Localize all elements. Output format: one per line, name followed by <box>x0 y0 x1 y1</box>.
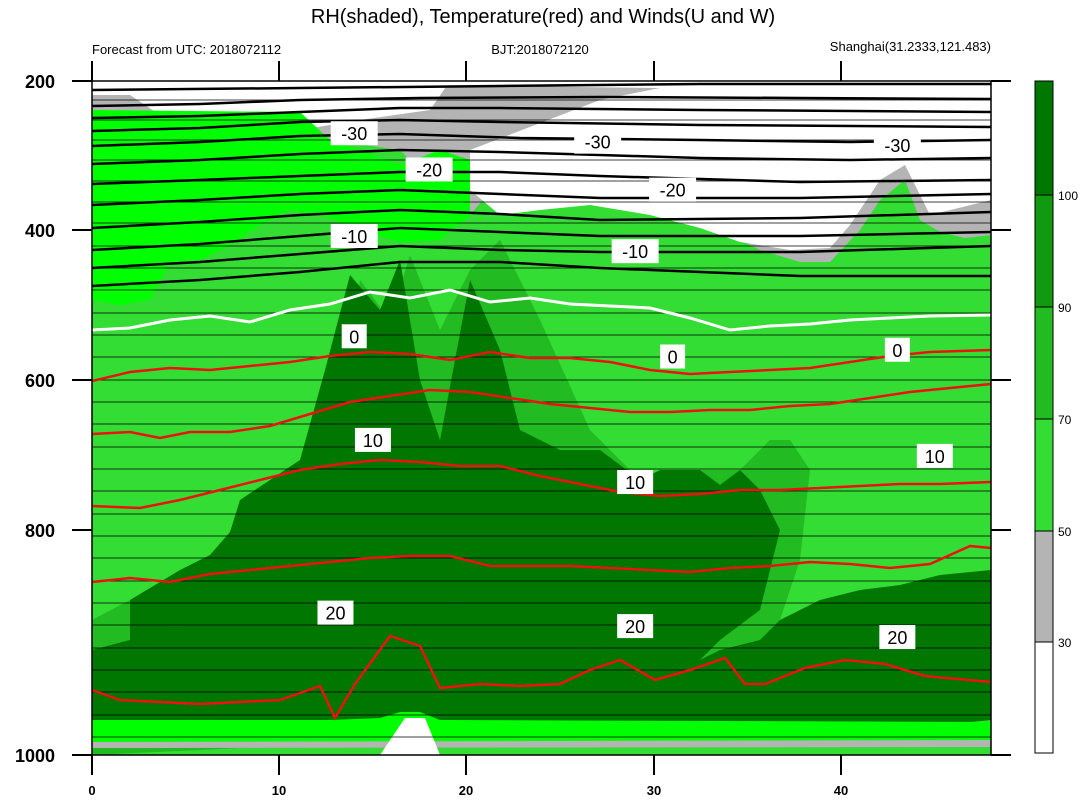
x-tick-label: 0 <box>88 783 95 798</box>
colorbar-tick-label: 70 <box>1058 413 1072 427</box>
contour-label-box <box>611 239 659 264</box>
freezing-level-contour <box>92 288 991 332</box>
contour-label-group: -30 -30 -30 -20 -20 -10 -10 0 0 0 10 10 10 20 20 20 <box>317 121 953 650</box>
contour-label-box <box>617 614 654 639</box>
contour-label: -30 <box>341 124 367 144</box>
rh-drier-region <box>92 81 991 250</box>
contour-label-box <box>574 129 622 154</box>
y-tick-label: 800 <box>25 521 55 541</box>
wind-barbs <box>92 99 991 738</box>
colorbar-tick-label: 50 <box>1058 525 1072 539</box>
colorbar-swatch <box>1035 81 1053 195</box>
contour-label-box <box>330 121 378 146</box>
contour-label: 10 <box>363 431 383 451</box>
colorbar-tick-label: 30 <box>1058 636 1072 650</box>
contour-label-box <box>317 600 354 625</box>
contour-label-box <box>649 177 697 202</box>
rh-moist-band-surface <box>92 712 991 742</box>
y-tick-label: 1000 <box>15 746 55 766</box>
colorbar: 100 90 70 50 30 <box>1034 80 1078 754</box>
contour-label: 0 <box>668 347 678 367</box>
temperature-contours-black <box>92 82 991 288</box>
contour-label-box <box>884 337 910 362</box>
contour-label: 20 <box>887 628 907 648</box>
contour-label-box <box>916 443 953 468</box>
contour-label-box <box>341 324 367 349</box>
colorbar-tick-label: 100 <box>1058 189 1078 203</box>
colorbar-swatch <box>1035 307 1053 419</box>
x-tick-label: 30 <box>647 783 661 798</box>
subtitle-left: Forecast from UTC: 2018072112 <box>92 42 281 57</box>
subtitle-center: BJT:2018072120 <box>491 42 589 57</box>
colorbar-swatch <box>1035 419 1053 531</box>
contour-label: 10 <box>625 473 645 493</box>
contour-label: -20 <box>660 181 686 201</box>
chart-title: RH(shaded), Temperature(red) and Winds(U… <box>311 6 775 28</box>
contour-label-box <box>873 133 921 158</box>
x-axis: 0 10 20 30 40 <box>88 783 848 798</box>
contour-label-box <box>660 344 686 369</box>
rh-low-band-surface <box>92 740 991 748</box>
contour-label: 20 <box>625 617 645 637</box>
contour-label-box <box>617 470 654 495</box>
contour-label: -30 <box>585 133 611 153</box>
contour-label-box <box>354 427 391 452</box>
temperature-contours-red <box>92 348 991 721</box>
y-tick-label: 600 <box>25 371 55 391</box>
contour-label-box <box>879 625 916 650</box>
contour-label-box <box>405 157 453 182</box>
plot-frame <box>72 61 1011 775</box>
rh-wettest-lower-band <box>92 570 991 738</box>
x-tick-label: 20 <box>459 783 473 798</box>
rh-mid-band <box>92 110 470 305</box>
contour-label: 10 <box>925 447 945 467</box>
contour-label: 0 <box>892 341 902 361</box>
y-tick-label: 200 <box>25 72 55 92</box>
rh-dry-surface-notch <box>380 718 440 755</box>
y-axis: 200 400 600 800 1000 <box>15 72 55 766</box>
contour-label: 0 <box>349 327 359 347</box>
colorbar-swatch <box>1035 642 1053 753</box>
x-tick-label: 10 <box>272 783 286 798</box>
contour-label: -30 <box>884 136 910 156</box>
colorbar-tick-label: 90 <box>1058 301 1072 315</box>
contour-label: 20 <box>325 604 345 624</box>
subtitle-right: Shanghai(31.2333,121.483) <box>830 39 991 54</box>
contour-label: -10 <box>622 242 648 262</box>
colorbar-swatch <box>1035 195 1053 307</box>
contour-label-box <box>330 224 378 249</box>
colorbar-swatch <box>1035 531 1053 642</box>
contour-label: -10 <box>341 227 367 247</box>
x-tick-label: 40 <box>834 783 848 798</box>
contour-label: -20 <box>416 160 442 180</box>
y-tick-label: 400 <box>25 221 55 241</box>
